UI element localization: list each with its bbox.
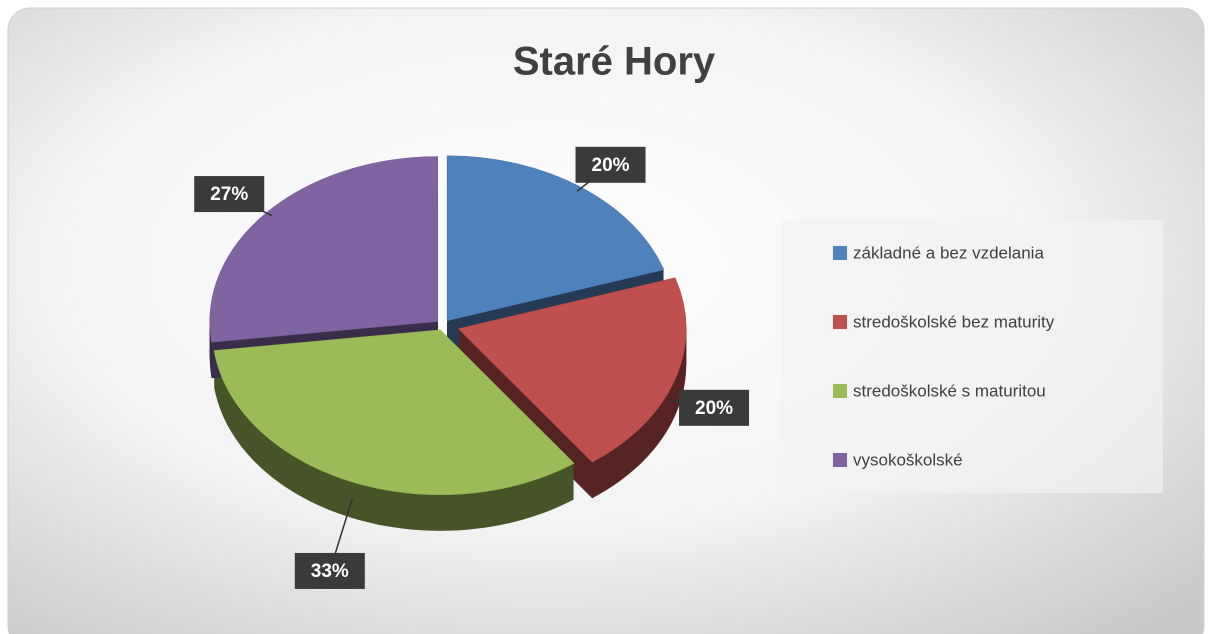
legend-box xyxy=(782,220,1163,493)
legend-swatch xyxy=(833,384,847,398)
pie: 20% 20% 33% 27% xyxy=(194,146,750,589)
data-label-box xyxy=(294,552,365,589)
slice xyxy=(213,329,575,496)
data-label: 27% xyxy=(210,184,248,205)
legend-swatch xyxy=(833,315,847,329)
slice xyxy=(457,277,687,463)
data-label: 33% xyxy=(311,561,349,582)
legend-label: stredoškolské s maturitou xyxy=(853,381,1046,400)
legend-label: stredoškolské bez maturity xyxy=(853,312,1055,331)
legend-label: vysokoškolské xyxy=(853,450,963,469)
chart-title: Staré Hory xyxy=(513,40,716,84)
data-label: 20% xyxy=(592,155,630,176)
data-label-box xyxy=(679,389,750,426)
data-label-box xyxy=(194,176,265,213)
legend-swatch xyxy=(833,453,847,467)
data-label-box xyxy=(575,146,646,183)
data-label: 20% xyxy=(695,398,733,419)
legend-label: základné a bez vzdelania xyxy=(853,243,1044,262)
legend-swatch xyxy=(833,246,847,260)
